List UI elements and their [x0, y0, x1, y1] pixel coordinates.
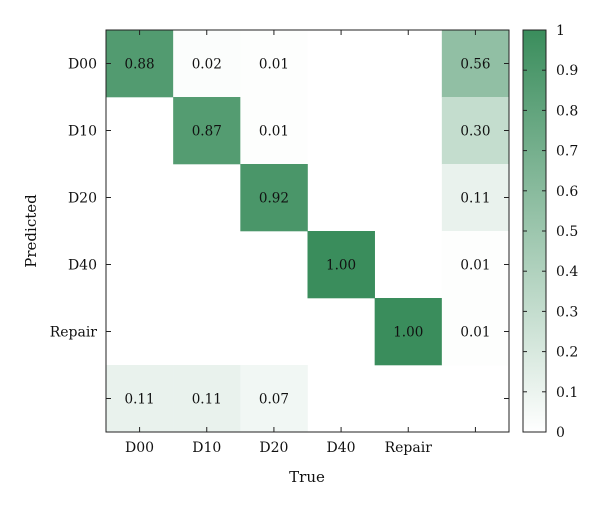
cell-value-label: 0.11	[460, 191, 490, 207]
colorbar-tick-label: 0.7	[556, 144, 578, 160]
cell-value-label: 0.88	[125, 57, 155, 73]
cell-value-label: 0.87	[192, 124, 222, 140]
heatmap-cell	[106, 30, 174, 98]
cell-value-label: 0.30	[460, 124, 490, 140]
heatmap-cell	[441, 97, 510, 165]
cell-value-label: 0.92	[259, 191, 289, 207]
heatmap-cell	[441, 298, 510, 366]
cell-value-label: 0.56	[460, 57, 490, 73]
cell-value-label: 0.07	[259, 392, 289, 408]
cell-value-label: 0.02	[192, 57, 222, 73]
colorbar-tick-label: 0.8	[556, 103, 578, 119]
heatmap-cell	[240, 97, 308, 165]
cell-value-label: 1.00	[326, 258, 356, 274]
heatmap-cell	[240, 164, 308, 232]
cell-value-label: 1.00	[393, 325, 423, 341]
colorbar-tick-label: 0.1	[556, 385, 578, 401]
heatmap-cell	[307, 231, 375, 299]
colorbar-tick-label: 1	[556, 23, 565, 39]
heatmap-cell	[240, 365, 308, 433]
colorbar-tick-label: 0.6	[556, 184, 578, 200]
heatmap-cell	[173, 97, 241, 165]
y-axis-ticks: D00 D10 D20 D40 Repair	[50, 57, 509, 399]
y-tick-label: D40	[68, 258, 97, 274]
x-tick-label: Repair	[385, 440, 433, 456]
heatmap-cell	[374, 298, 443, 366]
x-tick-label: D40	[327, 440, 356, 456]
colorbar-tick-label: 0	[556, 425, 565, 441]
heatmap-cell	[173, 30, 241, 98]
heatmap-cell	[441, 164, 510, 232]
cell-value-label: 0.01	[460, 325, 490, 341]
y-tick-label: D20	[68, 191, 97, 207]
colorbar: 0 0.1 0.2 0.3 0.4 0.5 0.6 0.7 0.8 0.9 1	[522, 23, 578, 441]
heatmap-cell	[173, 365, 241, 433]
colorbar-tick-label: 0.3	[556, 304, 578, 320]
cell-value-label: 0.01	[460, 258, 490, 274]
y-tick-label: D10	[68, 124, 97, 140]
x-axis-title: True	[289, 468, 325, 486]
plot-frame	[105, 29, 510, 433]
colorbar-tick-label: 0.9	[556, 63, 578, 79]
heatmap-cells	[106, 30, 510, 433]
cell-value-label: 0.11	[192, 392, 222, 408]
heatmap-cell	[441, 30, 510, 98]
y-axis-title: Predicted	[22, 194, 40, 268]
colorbar-ticks: 0 0.1 0.2 0.3 0.4 0.5 0.6 0.7 0.8 0.9 1	[523, 23, 578, 441]
colorbar-tick-label: 0.5	[556, 224, 578, 240]
heatmap-cell	[240, 30, 308, 98]
heatmap-cell	[441, 231, 510, 299]
x-tick-label: D10	[192, 440, 221, 456]
heatmap-cell-labels: 0.88 0.02 0.01 0.56 0.87 0.01 0.30 0.92 0.11 1.00…	[125, 57, 491, 408]
y-tick-label: D00	[68, 57, 97, 73]
heatmap-cell	[106, 365, 174, 433]
x-tick-label: D20	[259, 440, 288, 456]
colorbar-tick-label: 0.4	[556, 264, 578, 280]
cell-value-label: 0.11	[125, 392, 155, 408]
cell-value-label: 0.01	[259, 124, 289, 140]
y-tick-label: Repair	[50, 325, 98, 341]
x-tick-label: D00	[125, 440, 154, 456]
colorbar-tick-label: 0.2	[556, 345, 578, 361]
x-axis-ticks: D00 D10 D20 D40 Repair	[125, 30, 476, 456]
cell-value-label: 0.01	[259, 57, 289, 73]
